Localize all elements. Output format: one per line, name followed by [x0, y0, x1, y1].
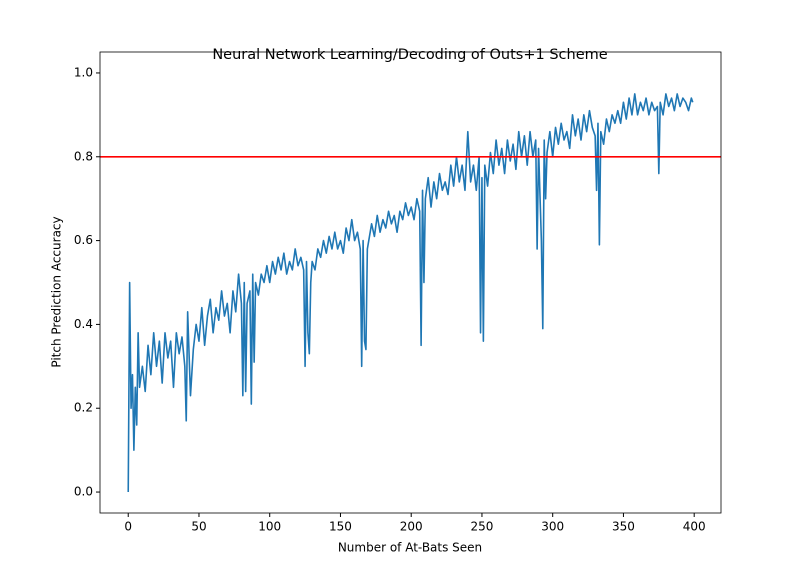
y-tick-label: 0.2: [74, 401, 93, 415]
chart-title: Neural Network Learning/Decoding of Outs…: [212, 47, 607, 63]
y-tick-label: 0.8: [74, 149, 93, 163]
y-tick-label: 0.0: [74, 485, 93, 499]
y-tick-label: 0.6: [74, 233, 93, 247]
y-tick-label: 1.0: [74, 65, 93, 79]
x-tick-label: 100: [258, 520, 281, 534]
x-tick-label: 150: [329, 520, 352, 534]
x-tick-label: 400: [683, 520, 706, 534]
x-tick-label: 50: [191, 520, 206, 534]
data-line: [127, 93, 694, 493]
x-tick-label: 0: [124, 520, 132, 534]
x-tick-label: 300: [541, 520, 564, 534]
x-tick-label: 250: [470, 520, 493, 534]
x-tick-label: 350: [612, 520, 635, 534]
x-tick-label: 200: [400, 520, 423, 534]
y-axis-label: Pitch Prediction Accuracy: [50, 216, 64, 367]
y-tick-label: 0.4: [74, 317, 93, 331]
plot-frame: [99, 51, 722, 514]
x-axis-label: Number of At-Bats Seen: [338, 541, 482, 555]
